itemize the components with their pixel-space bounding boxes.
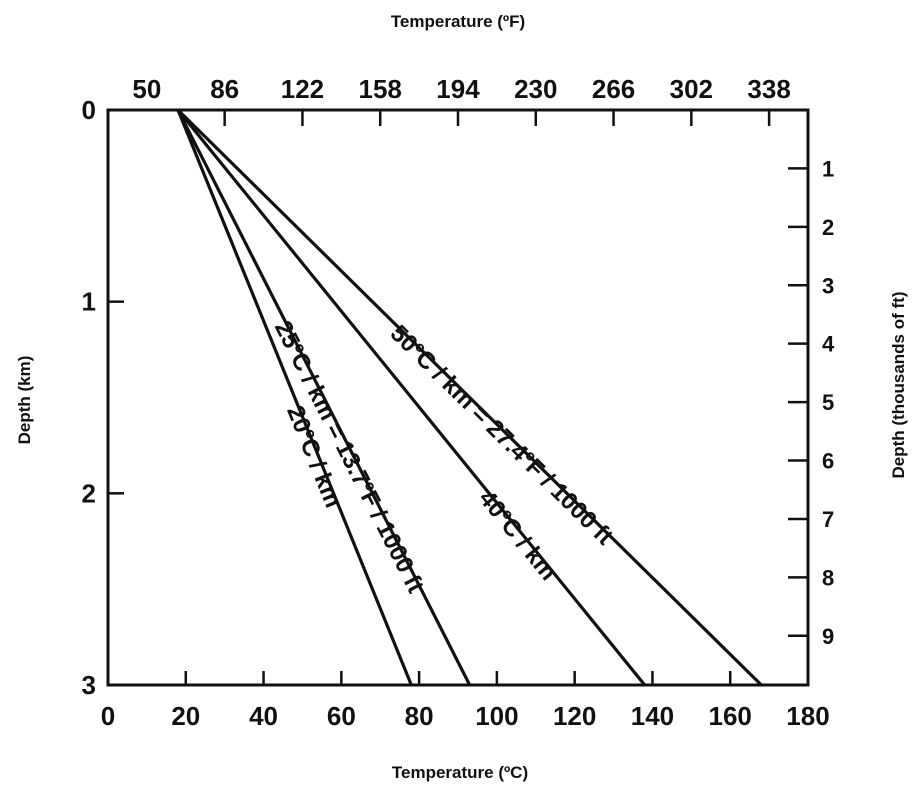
y-left-tick-label: 2 [82,478,96,508]
gradient-line-3 [176,108,646,687]
x-top-axis-title: Temperature (ºF) [391,12,525,31]
gradient-line-1 [176,109,413,686]
y-left-tick-label: 1 [82,287,96,317]
x-top-tick-label: 158 [359,74,402,104]
x-top-tick-label: 86 [210,74,239,104]
x-top-tick-label: 266 [592,74,635,104]
x-bottom-tick-label: 40 [249,701,278,731]
x-bottom-tick-label: 20 [171,701,200,731]
y-right-axis-title: Depth (thousands of ft) [889,292,908,479]
y-right-tick-label: 3 [822,273,834,298]
gradient-line-4 [176,108,763,687]
y-right-tick-label: 1 [822,156,834,181]
series-lines-group [176,108,763,687]
x-bottom-tick-label: 60 [327,701,356,731]
y-right-tick-label: 7 [822,507,834,532]
x-bottom-tick-label: 180 [786,701,829,731]
x-top-tick-label: 194 [436,74,480,104]
y-right-tick-label: 4 [822,332,835,357]
y-left-tick-label: 0 [82,95,96,125]
x-top-tick-label: 122 [281,74,324,104]
axis-ticks-group [108,110,808,685]
x-top-tick-label: 50 [132,74,161,104]
y-left-tick-label: 3 [82,670,96,700]
y-right-tick-label: 9 [822,624,834,649]
x-bottom-tick-label: 80 [405,701,434,731]
y-right-tick-label: 8 [822,565,834,590]
x-top-tick-label: 230 [514,74,557,104]
x-bottom-tick-label: 100 [475,701,518,731]
x-bottom-axis-title: Temperature (ºC) [392,763,528,782]
x-bottom-tick-label: 0 [101,701,115,731]
gradient-line-2 [176,109,472,686]
y-right-tick-label: 6 [822,449,834,474]
x-bottom-tick-label: 160 [709,701,752,731]
x-top-tick-label: 302 [670,74,713,104]
y-right-tick-label: 5 [822,390,834,415]
y-left-axis-title: Depth (km) [15,356,34,445]
x-bottom-tick-label: 120 [553,701,596,731]
x-bottom-tick-label: 140 [631,701,674,731]
x-top-tick-label: 338 [747,74,790,104]
y-right-tick-label: 2 [822,215,834,240]
